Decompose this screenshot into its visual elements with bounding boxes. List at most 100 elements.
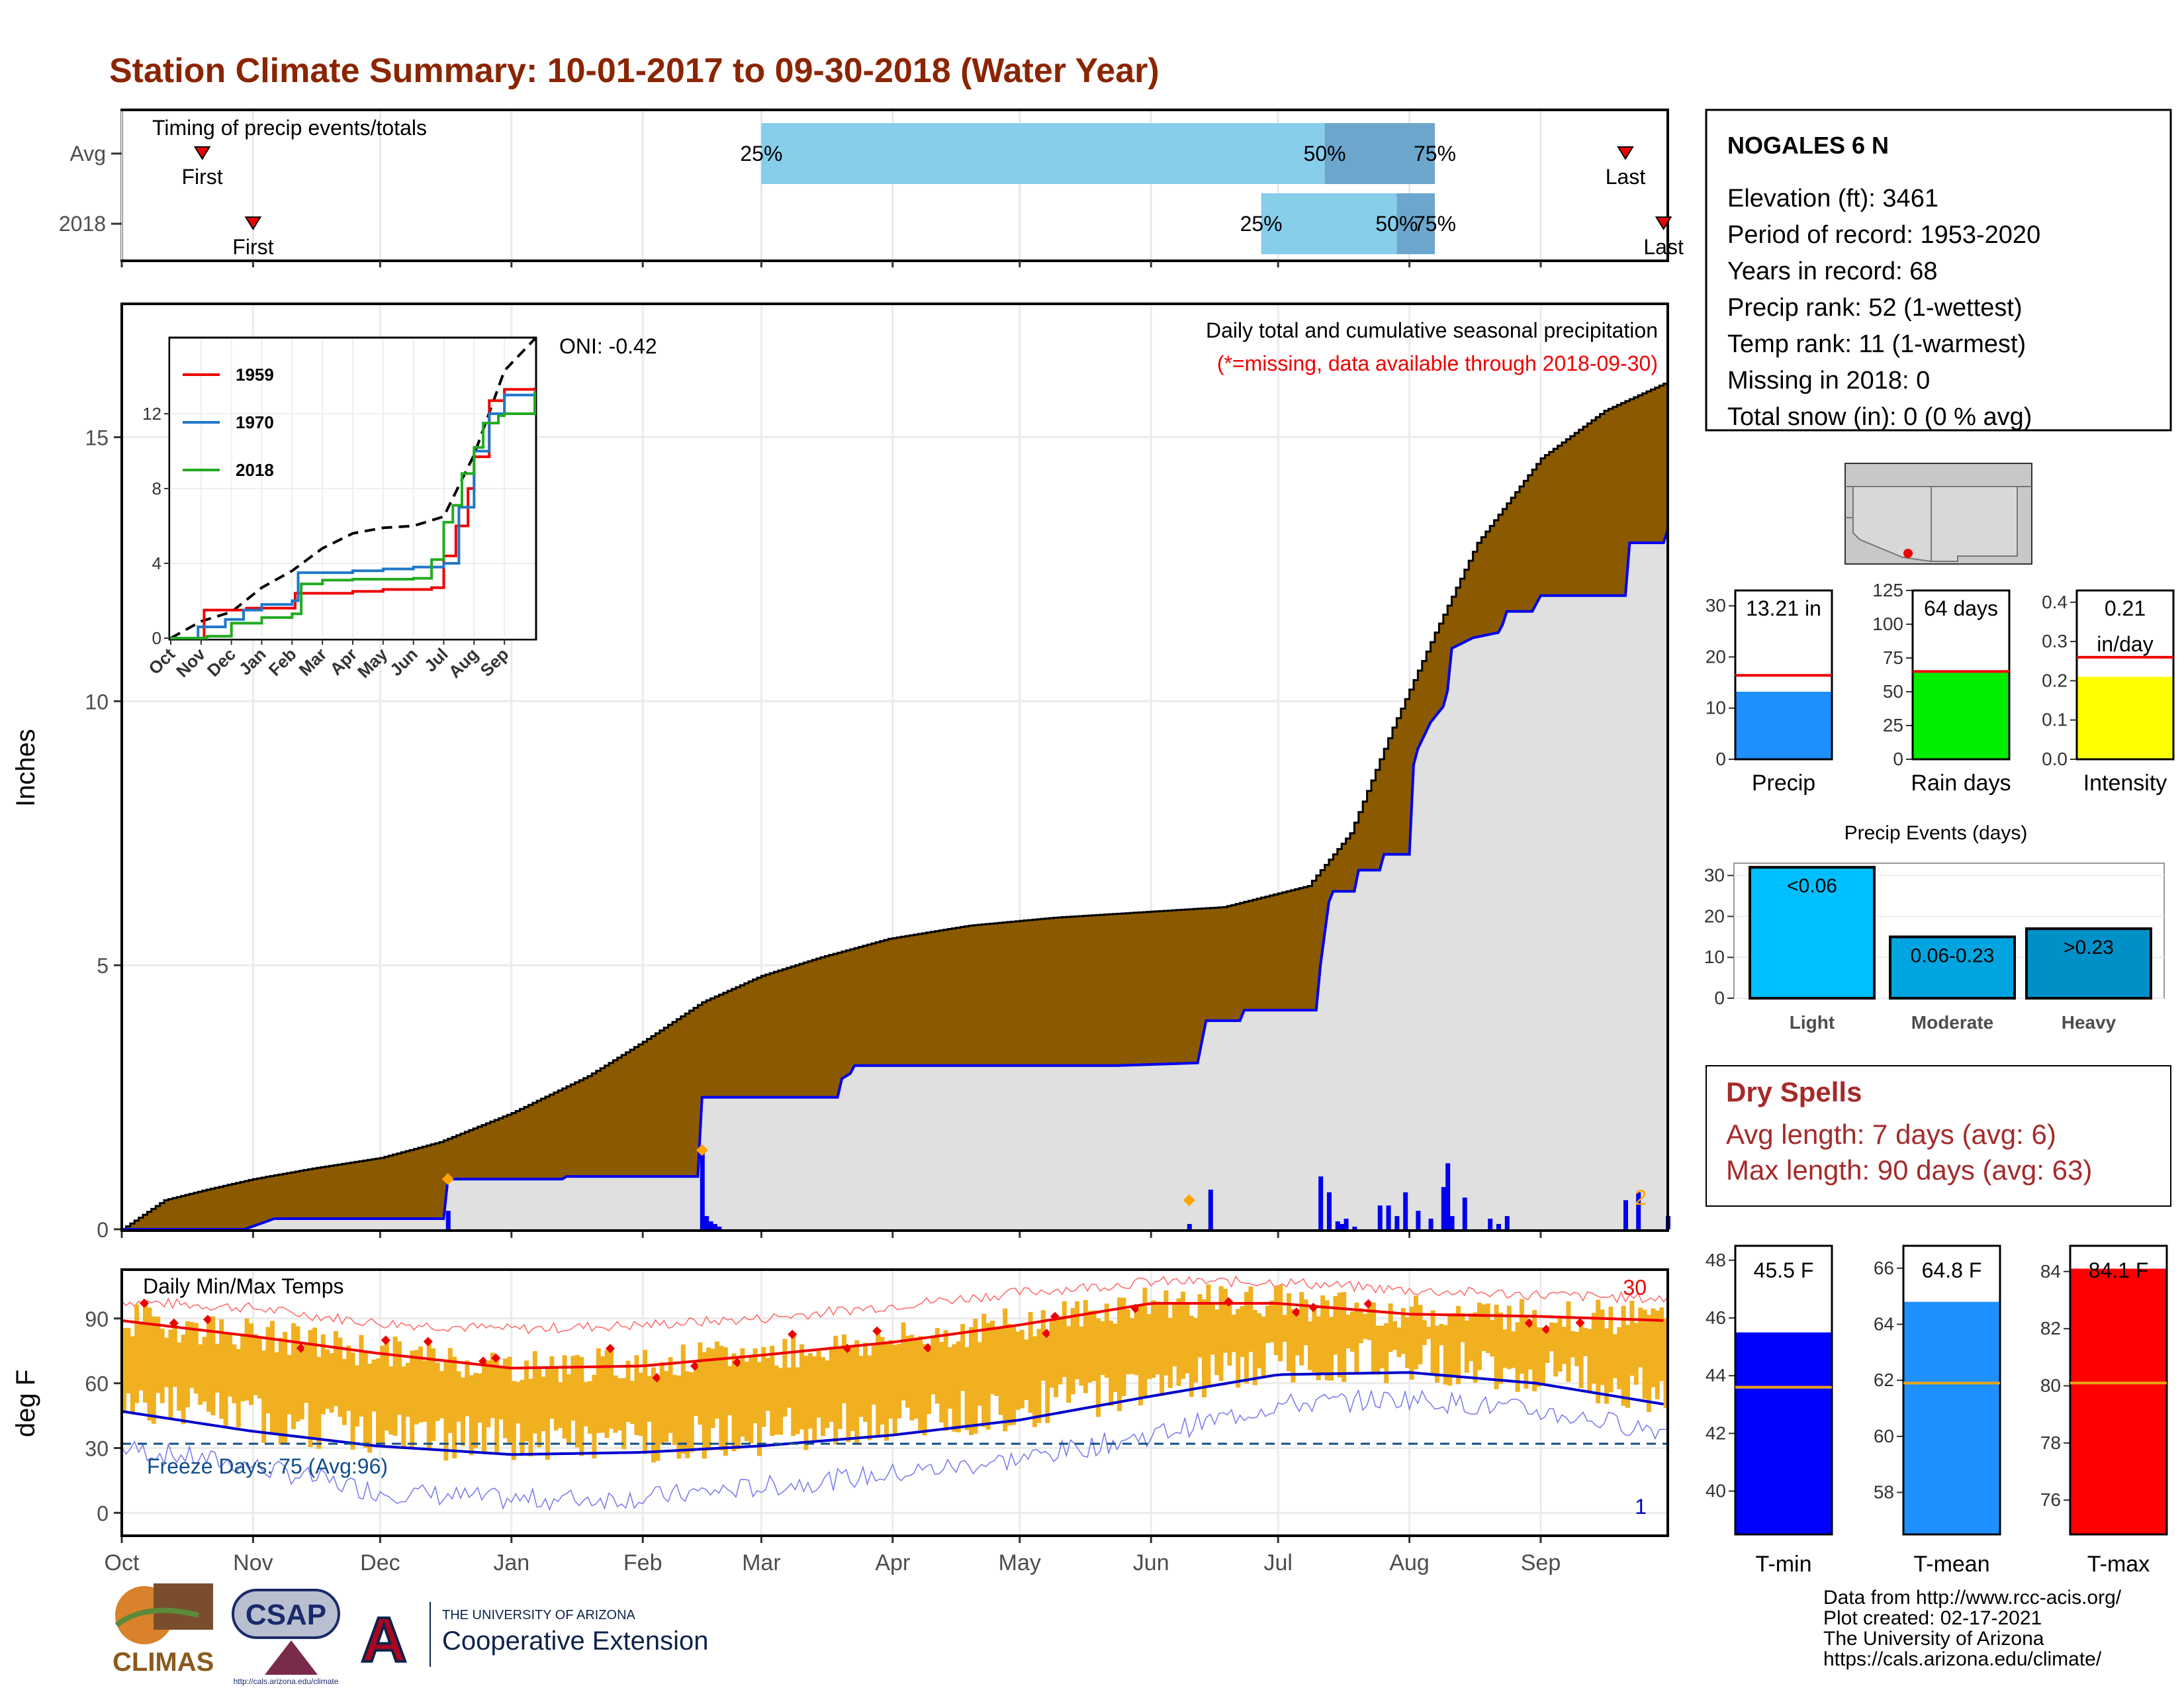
- daily-temp-bar: [1625, 1325, 1630, 1408]
- daily-temp-bar: [452, 1356, 457, 1459]
- temp-summary-value-label: 45.5 F: [1754, 1258, 1814, 1282]
- daily-temp-bar: [731, 1353, 737, 1452]
- daily-temp-bar: [325, 1349, 330, 1409]
- daily-temp-bar: [672, 1375, 677, 1445]
- daily-temp-bar: [223, 1332, 228, 1427]
- events-bar-label: >0.23: [2064, 937, 2114, 959]
- daily-temp-bar: [1113, 1323, 1118, 1392]
- events-y-tick-label: 0: [1714, 988, 1725, 1008]
- record-high-marker-icon: [1042, 1329, 1052, 1338]
- daily-temp-bar: [1155, 1301, 1160, 1375]
- daily-temp-bar: [1629, 1301, 1635, 1376]
- summary-y-tick-label: 20: [1706, 646, 1726, 667]
- temp-summary-y-tick-label: 80: [2040, 1376, 2061, 1396]
- temp-summary-y-tick-label: 46: [1706, 1307, 1726, 1328]
- record-high-line: [121, 1275, 1668, 1335]
- summary-bar-frame: [2075, 589, 2175, 761]
- summary-y-tick-label: 0: [1893, 749, 1903, 769]
- daily-temp-bar: [791, 1335, 796, 1436]
- ua-a-icon: A: [361, 1605, 406, 1675]
- daily-temp-bar: [1583, 1328, 1588, 1356]
- daily-temp-bar: [689, 1372, 694, 1452]
- daily-temp-bar: [973, 1319, 978, 1434]
- daily-temp-bar: [1409, 1306, 1414, 1380]
- avg-tmax-line: [121, 1301, 1664, 1370]
- daily-temp-bar: [1007, 1323, 1012, 1426]
- daily-temp-bar: [1570, 1331, 1575, 1358]
- daily-temp-bar: [1375, 1325, 1381, 1375]
- daily-temp-bar: [1591, 1313, 1596, 1384]
- record-high-marker-icon: [923, 1342, 933, 1353]
- daily-temp-bar: [913, 1339, 919, 1419]
- summary-y-tick-label: 75: [1883, 647, 1903, 668]
- summary-y-tick-label: 0.0: [2042, 749, 2068, 769]
- daily-temp-bar: [621, 1378, 627, 1450]
- daily-temp-bar: [1608, 1306, 1614, 1393]
- daily-temp-bar: [355, 1365, 359, 1427]
- precip-panel: 0 5 10 15 Daily total and cumulative season…: [11, 303, 1670, 1242]
- timing-row-label: Avg: [69, 142, 106, 165]
- daily-temp-bar: [164, 1337, 169, 1387]
- daily-temp-bar: [392, 1336, 398, 1436]
- daily-temp-bar: [1278, 1285, 1283, 1362]
- daily-precip-bar: [713, 1224, 717, 1229]
- daily-temp-bar: [1456, 1305, 1461, 1385]
- csap-logo: CSAP http://cals.arizona.edu/climate: [232, 1589, 340, 1686]
- daily-temp-bar: [494, 1359, 500, 1454]
- daily-temp-bar: [842, 1334, 846, 1403]
- daily-temp-bar: [1181, 1291, 1185, 1379]
- map-new-mexico-shape: [1931, 486, 2018, 562]
- daily-temp-bar: [825, 1360, 830, 1429]
- daily-temp-bar: [719, 1346, 724, 1451]
- daily-temp-bar: [998, 1327, 1003, 1415]
- daily-temp-bar: [130, 1336, 135, 1414]
- month-tick-label: Feb: [623, 1550, 662, 1575]
- daily-temp-bar: [1557, 1317, 1563, 1372]
- page-title: Station Climate Summary: 10-01-2017 to 0…: [109, 52, 1160, 90]
- daily-temp-bar: [706, 1347, 711, 1451]
- oni-label: ONI: -0.42: [559, 334, 657, 358]
- daily-temp-bar: [1011, 1325, 1016, 1425]
- dry-spells-title: Dry Spells: [1726, 1076, 1862, 1107]
- daily-temp-bar: [770, 1346, 775, 1436]
- daily-temp-bar: [405, 1362, 410, 1417]
- daily-temp-bar: [1091, 1310, 1097, 1382]
- daily-temp-bar: [1392, 1321, 1397, 1350]
- daily-precip-bar: [1335, 1221, 1340, 1229]
- daily-temp-bar: [138, 1321, 144, 1391]
- daily-temp-bar: [1426, 1327, 1432, 1339]
- station-box-frame: [1705, 109, 2172, 432]
- daily-temp-bar: [1167, 1317, 1173, 1388]
- daily-temp-bar: [604, 1350, 610, 1438]
- daily-temp-bar: [1231, 1314, 1236, 1352]
- station-info-box: NOGALES 6 N Elevation (ft): 3461 Period o…: [1705, 109, 2172, 432]
- daily-temp-bar: [159, 1329, 165, 1403]
- timing-bar-50-75: [1324, 123, 1435, 184]
- daily-temp-bar: [1320, 1295, 1326, 1374]
- daily-temp-bar: [1549, 1322, 1554, 1352]
- daily-temp-bar: [177, 1342, 182, 1411]
- temp-summary-y-tick-label: 78: [2040, 1432, 2061, 1453]
- summary-value-label: 0.21: [2105, 596, 2146, 620]
- daily-temp-bar: [1248, 1286, 1253, 1352]
- daily-temp-bar: [1388, 1303, 1393, 1352]
- temp-summary-bar-fill: [2070, 1268, 2167, 1534]
- daily-temp-bar: [341, 1358, 347, 1425]
- events-bar: [2025, 927, 2152, 1000]
- daily-temp-bar: [710, 1348, 715, 1429]
- daily-temp-bar: [283, 1331, 288, 1445]
- daily-temp-bar: [833, 1335, 839, 1445]
- daily-temp-bar: [1282, 1315, 1287, 1342]
- daily-temp-bar: [422, 1360, 428, 1423]
- precip-y-tick-label: 0: [97, 1218, 109, 1242]
- daily-temp-bar: [320, 1334, 326, 1415]
- events-bar: [1749, 866, 1876, 1000]
- daily-temp-bar: [1354, 1302, 1359, 1373]
- temp-panel: 0 30 60 90 Daily Min/Max Temps Freeze Days:…: [11, 1268, 1669, 1575]
- daily-temp-bar: [274, 1352, 279, 1434]
- daily-temp-bar: [511, 1381, 516, 1460]
- csap-mountain-icon: [265, 1640, 318, 1675]
- daily-temp-bar: [736, 1364, 741, 1450]
- daily-temp-bar: [655, 1379, 660, 1461]
- month-tick-label: Aug: [1389, 1550, 1430, 1575]
